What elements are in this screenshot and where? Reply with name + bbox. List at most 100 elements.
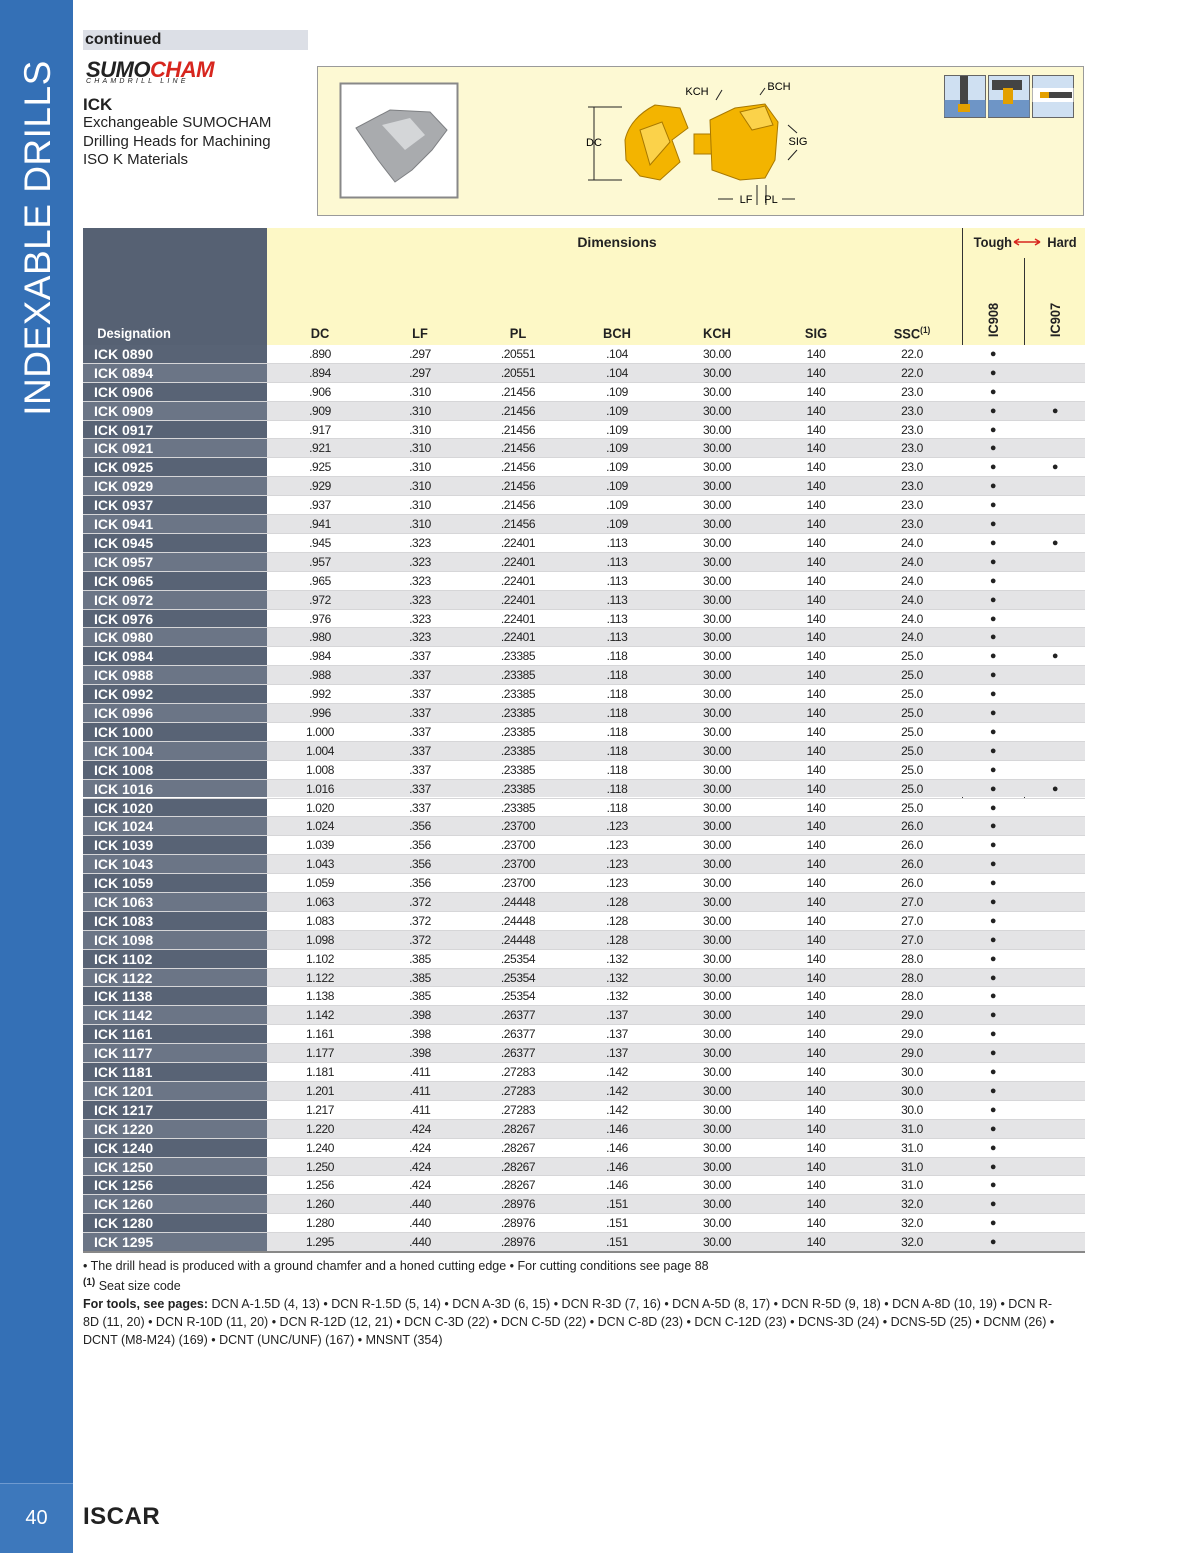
cell: 1.250 (305, 1159, 335, 1174)
row-bg (267, 949, 1085, 968)
row-separator (83, 608, 1085, 610)
cell: .988 (309, 668, 331, 683)
designation-bg (83, 892, 267, 911)
grade-mark: ● (989, 442, 997, 455)
cell: .118 (606, 743, 628, 758)
dimensions-header-bg (267, 228, 1085, 345)
cell: .22401 (500, 630, 536, 645)
row-bg (267, 496, 1085, 515)
designation: ICK 1122 (94, 969, 153, 986)
cell: .385 (409, 989, 431, 1004)
cell: .323 (409, 535, 431, 550)
cell: 30.00 (702, 1140, 732, 1155)
row-bg (267, 1138, 1085, 1157)
cell: 30.00 (702, 1102, 732, 1117)
cell: .109 (606, 498, 628, 513)
designation-bg (83, 1100, 267, 1119)
row-separator (83, 1062, 1085, 1064)
row-separator (83, 665, 1085, 667)
grade-mark: ● (989, 952, 997, 965)
row-bg (267, 855, 1085, 874)
row-bg (267, 685, 1085, 704)
cell: .151 (606, 1197, 628, 1212)
cell: .132 (606, 951, 628, 966)
designation-bg (83, 571, 267, 590)
row-separator (83, 1232, 1085, 1234)
cell: 26.0 (901, 819, 923, 834)
grade-mark: ● (989, 933, 997, 946)
cell: 140 (806, 554, 826, 569)
designation-bg (83, 1157, 267, 1176)
row-bg (267, 382, 1085, 401)
cell: 140 (806, 894, 826, 909)
cell: 30.00 (702, 970, 732, 985)
sidebar (0, 0, 73, 1553)
cell: .965 (309, 573, 331, 588)
designation: ICK 0925 (94, 459, 154, 476)
page-number: 40 (25, 1507, 48, 1529)
designation-bg (83, 760, 267, 779)
designation-bg (83, 722, 267, 741)
row-bg (267, 647, 1085, 666)
designation-bg (83, 590, 267, 609)
cell: .356 (409, 857, 431, 872)
designation: ICK 1043 (94, 856, 154, 873)
cell: .28267 (500, 1159, 536, 1174)
grade-mark: ● (989, 423, 997, 436)
grade-mark: ● (989, 499, 997, 512)
cell: .23385 (500, 724, 536, 739)
designation-bg (83, 533, 267, 552)
grade-mark: ● (989, 1198, 997, 1211)
cell: 26.0 (901, 876, 923, 891)
cell: 140 (806, 1027, 826, 1042)
cell: .146 (606, 1159, 628, 1174)
designation: ICK 1000 (94, 723, 154, 740)
row-separator (83, 514, 1085, 516)
designation: ICK 0980 (94, 629, 154, 646)
row-separator (83, 476, 1085, 478)
row-bg (267, 892, 1085, 911)
row-bg (267, 741, 1085, 760)
designation: ICK 1240 (94, 1139, 154, 1156)
cell: 25.0 (901, 649, 923, 664)
row-bg (267, 1006, 1085, 1025)
row-bg (267, 1100, 1085, 1119)
cell: .323 (409, 611, 431, 626)
cell: .398 (409, 1008, 431, 1023)
cell: 30.00 (702, 668, 732, 683)
designation-bg (83, 1025, 267, 1044)
cell: .337 (409, 687, 431, 702)
designation: ICK 0976 (94, 610, 154, 627)
designation: ICK 1177 (94, 1045, 153, 1062)
cell: .929 (309, 479, 331, 494)
row-separator (83, 684, 1085, 686)
designation: ICK 0945 (94, 534, 154, 551)
grade-header: IC907 (1047, 302, 1063, 338)
footnote-ref: (1) Seat size code (83, 1277, 181, 1293)
grade-mark: ● (989, 782, 997, 795)
grade-mark: ● (989, 858, 997, 871)
row-separator (83, 797, 1085, 799)
cell: 30.00 (702, 630, 732, 645)
cell: .23700 (500, 857, 536, 872)
row-separator (83, 419, 1085, 421)
grade-mark: ● (989, 1160, 997, 1173)
cell: 1.102 (305, 951, 335, 966)
footnote: • The drill head is produced with a grou… (83, 1259, 709, 1273)
cell: 25.0 (901, 687, 923, 702)
cell: 140 (806, 1197, 826, 1212)
grade-mark: ● (989, 385, 997, 398)
cell: .925 (309, 460, 331, 475)
ssc-ref: (1) (920, 325, 931, 335)
row-separator (83, 1194, 1085, 1196)
cell: .411 (409, 1083, 431, 1098)
cell: 22.0 (901, 365, 923, 380)
grade-mark: ● (989, 914, 997, 927)
photo (382, 118, 425, 150)
cell: 30.0 (901, 1065, 923, 1080)
cell: 1.000 (305, 724, 335, 739)
designation: ICK 1008 (94, 761, 154, 778)
cell: 30.0 (901, 1102, 923, 1117)
grade-mark: ● (989, 1141, 997, 1154)
designation-bg (83, 1063, 267, 1081)
